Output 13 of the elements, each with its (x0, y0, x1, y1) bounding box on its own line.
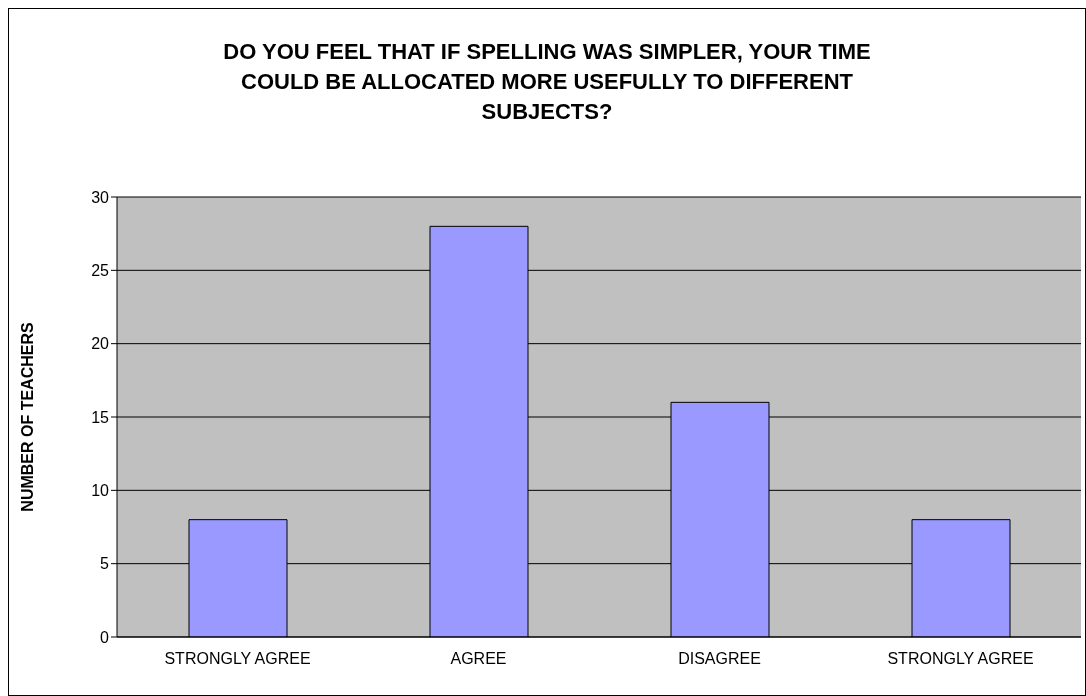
y-tick-label: 5 (100, 555, 110, 573)
y-tick-label: 30 (91, 188, 110, 206)
x-tick-label: STRONGLY AGREE (164, 650, 311, 668)
x-tick-label: AGREE (450, 650, 507, 668)
y-tick-label: 0 (100, 628, 110, 646)
x-tick-label: STRONGLY AGREE (887, 650, 1034, 668)
x-tick-label: DISAGREE (678, 650, 761, 668)
chart-title: DO YOU FEEL THAT IF SPELLING WAS SIMPLER, YOUR TIME COULD BE ALLOCATED MORE USEFULLY TO DIFFERENT SUBJECTS? (222, 38, 872, 126)
y-tick-label: 15 (91, 408, 110, 426)
y-tick-label: 25 (91, 262, 110, 280)
y-axis-title: NUMBER OF TEACHERS (18, 322, 36, 512)
y-tick-label: 20 (91, 335, 110, 353)
y-tick-label: 10 (91, 482, 110, 500)
